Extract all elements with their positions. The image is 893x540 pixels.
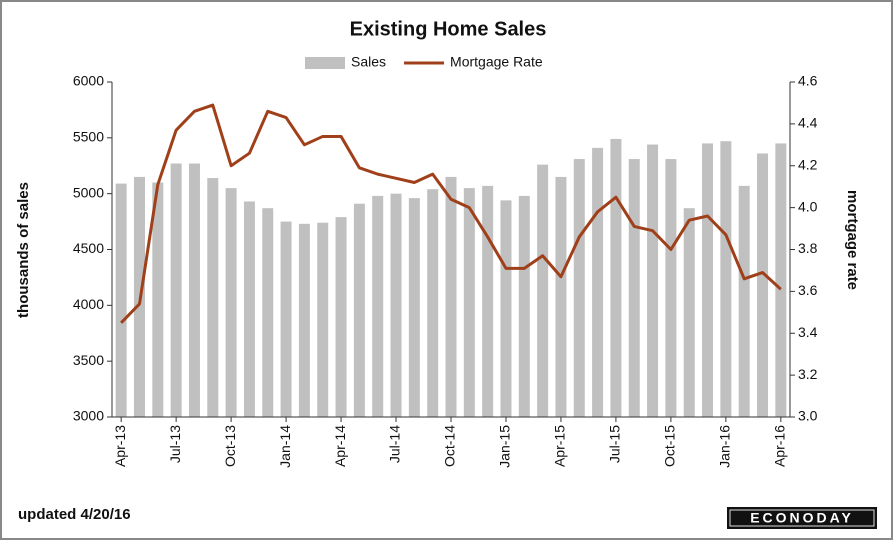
y2-tick-label: 3.4 [798,324,818,340]
bar [427,189,439,417]
y2-tick-label: 3.2 [798,366,818,382]
bar [317,222,329,417]
y-axis-title: thousands of sales [15,182,32,318]
bar [757,153,769,417]
logo-border [729,509,875,527]
y-tick-label: 3000 [73,408,104,424]
x-tick-label: Jan-16 [717,425,733,468]
x-tick-label: Apr-14 [332,425,348,467]
bar [665,159,677,418]
bar [702,143,714,417]
bar [243,201,255,417]
y-tick-label: 3500 [73,352,104,368]
bar [225,188,237,417]
bar [280,221,292,417]
x-tick-label: Jul-13 [167,425,183,463]
bar [207,178,219,417]
x-tick-label: Oct-13 [222,425,238,467]
y-tick-label: 6000 [73,73,104,89]
bar [592,147,604,417]
source: ECONODAY [750,510,854,526]
bar [610,138,622,417]
bar [152,182,164,417]
bar [335,217,347,417]
x-tick-label: Apr-16 [772,425,788,467]
x-tick-label: Oct-15 [662,425,678,467]
x-tick-label: Jul-14 [387,425,403,463]
legend-label: Sales [351,54,386,70]
bar [262,208,274,417]
y-tick-label: 4000 [73,296,104,312]
bar [775,143,787,417]
x-tick-label: Oct-14 [442,425,458,467]
bar [445,176,457,417]
bar [463,188,475,417]
bar [390,193,402,417]
legend-label: Mortgage Rate [450,54,543,70]
bar [647,144,659,418]
line [120,103,782,324]
y2-tick-label: 4.2 [798,156,818,172]
bar [720,141,732,417]
bar [298,223,310,417]
chart-title: Existing Home Sales [350,18,547,40]
x-tick-label: Jan-15 [497,425,513,468]
y2-axis-title: mortgage rate [844,190,861,290]
y-tick-label: 5000 [73,184,104,200]
logo-box [727,507,877,529]
bar [188,163,200,417]
bar [115,183,127,417]
bar [738,185,750,417]
bar [500,200,512,417]
bar [683,208,695,417]
x-tick-label: Apr-15 [552,425,568,467]
bar [628,159,640,418]
bar [537,164,549,417]
y2-tick-label: 3.8 [798,240,818,256]
bar [518,195,530,417]
bar [482,185,494,417]
bar [408,198,420,417]
y-tick-label: 5500 [73,129,104,145]
x-tick-label: Jan-14 [277,425,293,468]
y2-tick-label: 4.4 [798,115,818,131]
y2-tick-label: 4.0 [798,198,818,214]
y2-tick-label: 3.0 [798,408,818,424]
legend-swatch [305,57,345,69]
y2-tick-label: 4.6 [798,73,818,89]
bar [372,195,384,417]
x-tick-label: Apr-13 [112,425,128,467]
bar [555,176,567,417]
bar [170,163,182,417]
y2-tick-label: 3.6 [798,282,818,298]
bar [353,203,365,417]
y-tick-label: 4500 [73,240,104,256]
x-tick-label: Jul-15 [607,425,623,463]
note: updated 4/20/16 [18,506,131,523]
bar [573,159,585,418]
